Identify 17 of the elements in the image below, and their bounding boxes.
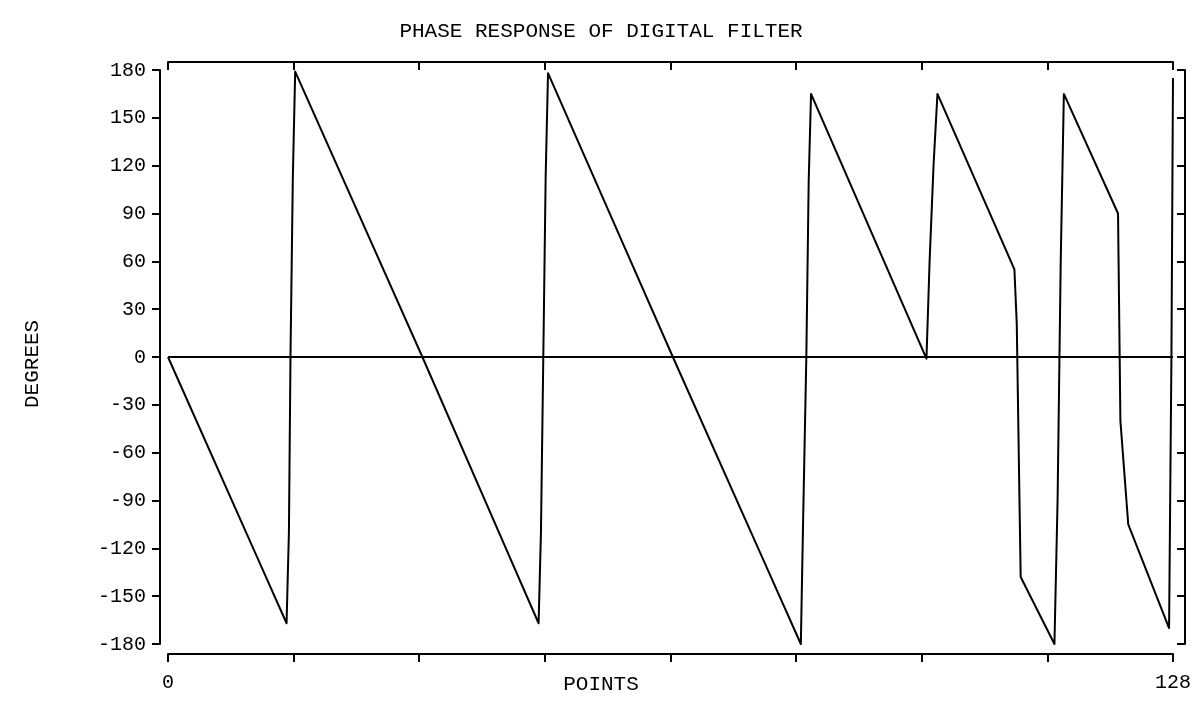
- y-tick-label: 0: [133, 345, 146, 369]
- y-tick-label: -60: [109, 441, 146, 465]
- y-tick-label: 180: [109, 58, 146, 82]
- x-tick-label: 128: [1154, 670, 1191, 694]
- y-tick-label: 90: [121, 202, 146, 225]
- y-tick-label: -120: [97, 536, 146, 560]
- y-tick-label: -180: [97, 632, 146, 656]
- y-axis-title: DEGREES: [21, 319, 44, 408]
- x-axis-title: POINTS: [563, 673, 639, 696]
- y-tick-label: -150: [97, 584, 146, 608]
- y-tick-label: -90: [109, 489, 146, 512]
- chart-title: PHASE RESPONSE OF DIGITAL FILTER: [399, 20, 804, 43]
- y-tick-label: -30: [109, 393, 146, 417]
- y-tick-label: 150: [109, 106, 146, 130]
- y-tick-label: 30: [121, 297, 146, 321]
- y-tick-label: 60: [121, 249, 146, 273]
- y-tick-label: 120: [109, 154, 146, 178]
